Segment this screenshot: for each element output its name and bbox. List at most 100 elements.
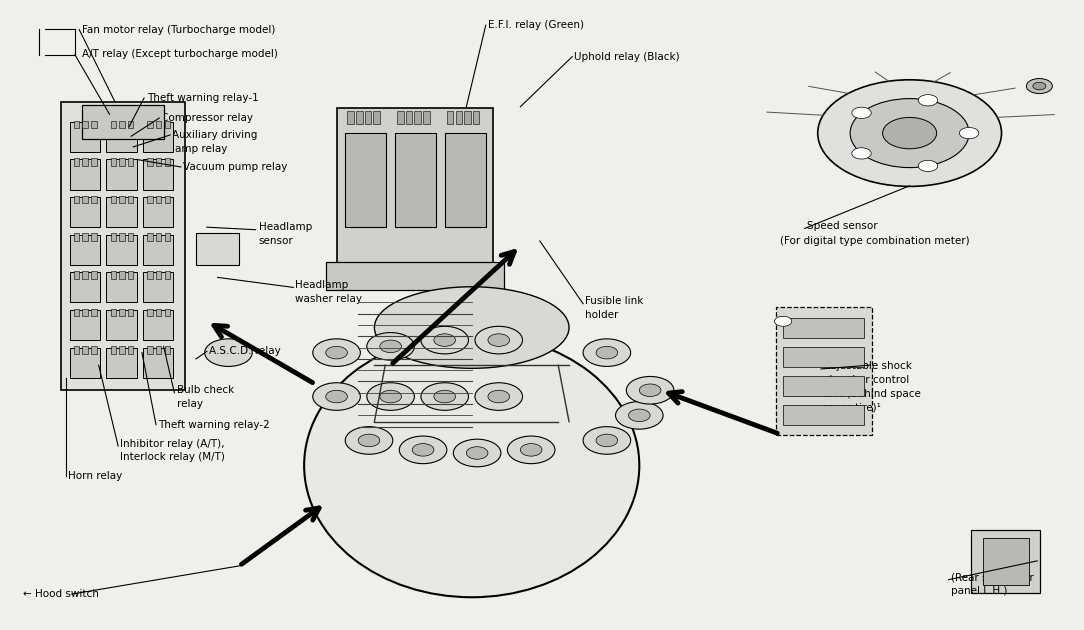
Text: unit (Behind space: unit (Behind space: [823, 389, 921, 399]
FancyBboxPatch shape: [82, 158, 88, 166]
FancyBboxPatch shape: [128, 309, 133, 316]
Circle shape: [366, 333, 414, 360]
Circle shape: [488, 334, 509, 347]
FancyBboxPatch shape: [91, 196, 96, 203]
Circle shape: [205, 339, 253, 367]
Text: Uphold relay (Black): Uphold relay (Black): [575, 52, 680, 62]
FancyBboxPatch shape: [91, 120, 96, 128]
FancyBboxPatch shape: [111, 196, 116, 203]
Text: E.F.I. relay (Green): E.F.I. relay (Green): [488, 20, 584, 30]
FancyBboxPatch shape: [82, 234, 88, 241]
FancyBboxPatch shape: [111, 309, 116, 316]
Circle shape: [421, 326, 468, 354]
FancyBboxPatch shape: [119, 271, 125, 278]
FancyBboxPatch shape: [397, 111, 403, 123]
Text: Fusible link: Fusible link: [585, 296, 644, 306]
Circle shape: [488, 390, 509, 403]
FancyBboxPatch shape: [119, 234, 125, 241]
FancyBboxPatch shape: [971, 529, 1041, 593]
FancyBboxPatch shape: [783, 318, 864, 338]
FancyBboxPatch shape: [91, 309, 96, 316]
FancyBboxPatch shape: [69, 159, 100, 190]
FancyBboxPatch shape: [373, 111, 379, 123]
FancyBboxPatch shape: [111, 346, 116, 354]
FancyBboxPatch shape: [69, 348, 100, 378]
FancyBboxPatch shape: [82, 309, 88, 316]
FancyBboxPatch shape: [128, 158, 133, 166]
FancyBboxPatch shape: [69, 272, 100, 302]
Text: Interlock relay (M/T): Interlock relay (M/T): [120, 452, 225, 462]
Circle shape: [852, 148, 872, 159]
Circle shape: [434, 334, 455, 347]
Text: Theft warning relay-1: Theft warning relay-1: [147, 93, 259, 103]
FancyBboxPatch shape: [336, 108, 493, 265]
FancyBboxPatch shape: [111, 271, 116, 278]
Text: Headlamp: Headlamp: [296, 280, 349, 290]
FancyBboxPatch shape: [447, 111, 453, 123]
FancyBboxPatch shape: [165, 158, 170, 166]
Text: Adjustable shock: Adjustable shock: [823, 362, 912, 372]
Circle shape: [453, 439, 501, 467]
Circle shape: [959, 127, 979, 139]
FancyBboxPatch shape: [165, 346, 170, 354]
FancyBboxPatch shape: [74, 120, 79, 128]
Text: absorber control: absorber control: [823, 375, 909, 385]
FancyBboxPatch shape: [405, 111, 412, 123]
Circle shape: [507, 436, 555, 464]
FancyBboxPatch shape: [82, 346, 88, 354]
FancyBboxPatch shape: [783, 347, 864, 367]
FancyBboxPatch shape: [106, 122, 137, 152]
FancyBboxPatch shape: [347, 111, 353, 123]
Circle shape: [475, 383, 522, 410]
FancyBboxPatch shape: [147, 271, 153, 278]
FancyBboxPatch shape: [111, 158, 116, 166]
Text: Horn relay: Horn relay: [68, 471, 122, 481]
Text: relay: relay: [177, 399, 203, 409]
FancyBboxPatch shape: [91, 271, 96, 278]
FancyBboxPatch shape: [775, 307, 872, 435]
Text: Vacuum pump relay: Vacuum pump relay: [183, 162, 287, 172]
Circle shape: [366, 383, 414, 410]
Circle shape: [421, 383, 468, 410]
Circle shape: [918, 160, 938, 171]
FancyBboxPatch shape: [106, 348, 137, 378]
FancyBboxPatch shape: [356, 111, 362, 123]
Circle shape: [640, 384, 661, 396]
Text: A.S.C.D. relay: A.S.C.D. relay: [209, 346, 281, 357]
FancyBboxPatch shape: [147, 346, 153, 354]
FancyBboxPatch shape: [143, 348, 173, 378]
Circle shape: [345, 427, 392, 454]
FancyBboxPatch shape: [983, 537, 1029, 585]
FancyBboxPatch shape: [143, 122, 173, 152]
Circle shape: [434, 390, 455, 403]
Text: Headlamp: Headlamp: [259, 222, 312, 232]
FancyBboxPatch shape: [143, 235, 173, 265]
FancyBboxPatch shape: [106, 197, 137, 227]
FancyBboxPatch shape: [82, 105, 164, 139]
FancyBboxPatch shape: [82, 120, 88, 128]
FancyBboxPatch shape: [345, 133, 386, 227]
Text: washer relay: washer relay: [296, 294, 362, 304]
FancyBboxPatch shape: [74, 271, 79, 278]
Circle shape: [1033, 83, 1046, 90]
FancyBboxPatch shape: [464, 111, 470, 123]
FancyBboxPatch shape: [783, 376, 864, 396]
Circle shape: [313, 339, 360, 367]
FancyBboxPatch shape: [165, 196, 170, 203]
Circle shape: [583, 427, 631, 454]
Ellipse shape: [374, 287, 569, 369]
FancyBboxPatch shape: [106, 310, 137, 340]
Circle shape: [379, 390, 401, 403]
FancyBboxPatch shape: [119, 196, 125, 203]
FancyBboxPatch shape: [119, 158, 125, 166]
Circle shape: [774, 316, 791, 326]
FancyBboxPatch shape: [91, 234, 96, 241]
FancyBboxPatch shape: [106, 159, 137, 190]
FancyBboxPatch shape: [423, 111, 429, 123]
FancyBboxPatch shape: [69, 235, 100, 265]
Text: panel L.H.): panel L.H.): [951, 586, 1007, 596]
FancyBboxPatch shape: [128, 120, 133, 128]
FancyBboxPatch shape: [74, 158, 79, 166]
FancyBboxPatch shape: [128, 271, 133, 278]
Text: ← Hood switch: ← Hood switch: [23, 589, 99, 599]
